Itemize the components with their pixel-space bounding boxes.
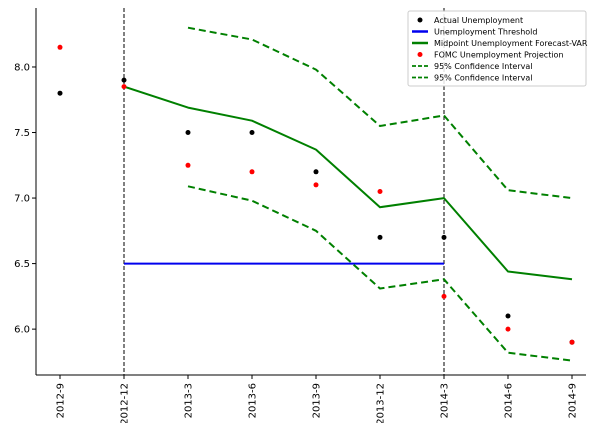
- data-point-actual-unemployment: [505, 313, 511, 319]
- data-point-actual-unemployment: [377, 234, 383, 240]
- data-point-fomc-unemployment-projection: [569, 339, 575, 345]
- x-tick-label: 2013-12: [376, 383, 387, 423]
- legend-label: 95% Confidence Interval: [434, 62, 532, 71]
- x-tick-label: 2014-3: [440, 383, 451, 418]
- legend-label: Midpoint Unemployment Forecast-VAR: [434, 39, 588, 48]
- x-tick-label: 2014-9: [568, 383, 579, 418]
- series-line-95-confidence-interval: [187, 185, 573, 362]
- x-tick-label: 2013-3: [184, 383, 195, 418]
- data-point-fomc-unemployment-projection: [249, 169, 255, 175]
- data-point-actual-unemployment: [57, 90, 63, 96]
- legend-label: FOMC Unemployment Projection: [434, 51, 564, 60]
- legend: Actual Unemployment Unemployment Threshol…: [407, 10, 588, 87]
- axes-layer: 6.0 6.5 7.0 7.5 8.0 2012-9 2012-12 2013-3 2013-6…: [14, 8, 586, 423]
- legend-label: Unemployment Threshold: [434, 28, 537, 37]
- data-point-fomc-unemployment-projection: [185, 162, 191, 168]
- data-point-actual-unemployment: [185, 130, 191, 135]
- legend-box: [407, 10, 587, 87]
- data-point-fomc-unemployment-projection: [313, 182, 319, 188]
- legend-label: 95% Confidence Interval: [434, 74, 532, 83]
- legend-marker: [417, 17, 423, 23]
- x-tick-label: 2014-6: [504, 383, 515, 418]
- legend-marker: [417, 52, 423, 57]
- data-point-fomc-unemployment-projection: [441, 293, 447, 299]
- series-line-midpoint-unemployment-forecast-var: [123, 85, 573, 281]
- x-tick-label: 2013-9: [312, 383, 323, 418]
- y-tick-label: 7.0: [14, 194, 30, 205]
- y-tick-label: 7.5: [14, 128, 30, 139]
- data-point-fomc-unemployment-projection: [377, 189, 383, 194]
- y-tick-label: 6.0: [14, 325, 30, 336]
- x-tick-label: 2013-6: [248, 383, 259, 418]
- data-point-actual-unemployment: [313, 169, 319, 175]
- series-line-95-confidence-interval: [187, 26, 573, 200]
- data-point-fomc-unemployment-projection: [505, 326, 511, 332]
- y-tick-label: 8.0: [14, 62, 30, 73]
- data-point-fomc-unemployment-projection: [57, 44, 63, 50]
- x-tick-label: 2012-12: [120, 383, 131, 423]
- x-tick-label: 2012-9: [56, 383, 67, 418]
- data-point-actual-unemployment: [249, 130, 255, 135]
- legend-label: Actual Unemployment: [434, 16, 523, 25]
- data-point-actual-unemployment: [121, 77, 127, 83]
- data-point-fomc-unemployment-projection: [121, 84, 127, 90]
- data-point-actual-unemployment: [441, 234, 447, 240]
- y-tick-label: 6.5: [14, 259, 30, 270]
